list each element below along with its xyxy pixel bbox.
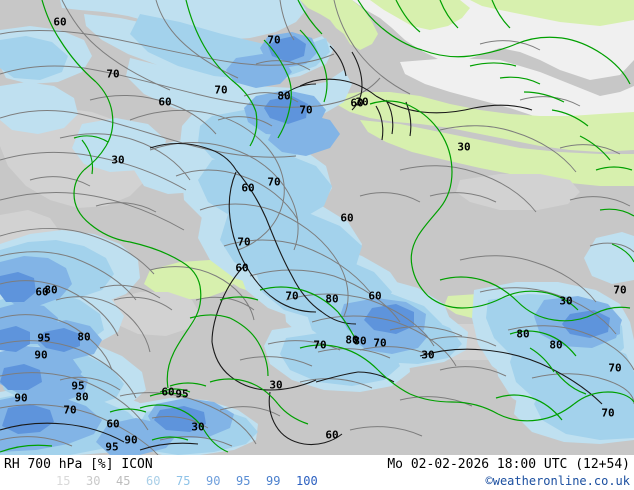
legend-tick-95[interactable]: 95 [236,474,251,488]
legend-tick-90[interactable]: 90 [206,474,221,488]
map-footer: RH 700 hPa [%] ICON Mo 02-02-2026 18:00 … [0,455,634,490]
legend-scale[interactable]: 15 30 45 60 75 90 95 99 100 [56,474,326,488]
copyright-notice: ©weatheronline.co.uk [485,474,631,488]
weather-map-canvas[interactable]: 60 70 70 70 80 60 70 60 30 30 30 60 70 60 70 60 80 60 95 90… [0,0,634,455]
legend-tick-75[interactable]: 75 [176,474,191,488]
legend-tick-30[interactable]: 30 [86,474,101,488]
country-borders [0,0,634,453]
legend-tick-45[interactable]: 45 [116,474,131,488]
rh-99-100-region [0,36,610,434]
map-timestamp: Mo 02-02-2026 18:00 UTC (12+54) [387,457,630,472]
map-raster [0,0,634,455]
legend-tick-100[interactable]: 100 [296,474,318,488]
legend-tick-99[interactable]: 99 [266,474,281,488]
contour-lines [0,0,634,455]
coastlines [0,45,603,451]
legend-tick-15[interactable]: 15 [56,474,71,488]
map-title: RH 700 hPa [%] ICON [4,457,153,472]
legend-tick-60[interactable]: 60 [146,474,161,488]
